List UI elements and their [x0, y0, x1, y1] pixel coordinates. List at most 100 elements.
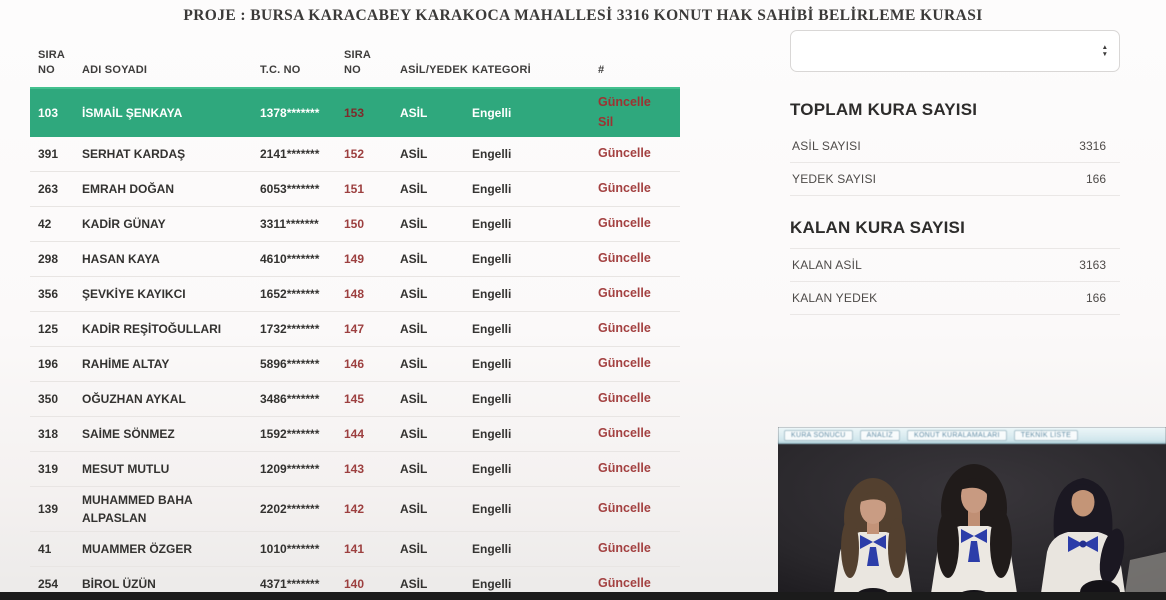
stat-value: 166 [1085, 291, 1106, 305]
cell-asil-yedek: ASİL [400, 541, 428, 556]
cell-adi-soyadi: HASAN KAYA [82, 251, 160, 266]
cell-asil-yedek: ASİL [400, 251, 428, 266]
spinner-up-icon[interactable]: ▲ [1101, 43, 1108, 51]
cell-actions: Güncelle [584, 315, 680, 342]
cell-asil-yedek: ASİL [400, 146, 428, 161]
letterbox-bar [0, 592, 1166, 600]
cell-sira-no: 391 [38, 146, 59, 161]
cell-adi-soyadi: SERHAT KARDAŞ [82, 146, 186, 161]
cell-adi-soyadi: EMRAH DOĞAN [82, 181, 174, 196]
stat-label: KALAN ASİL [792, 258, 863, 272]
guncelle-link[interactable]: Güncelle [598, 356, 651, 370]
video-tab[interactable]: ANALİZ [859, 429, 900, 441]
kalan-kura-heading: KALAN KURA SAYISI [790, 218, 965, 237]
cell-actions: Güncelle [584, 420, 680, 447]
cell-adi-soyadi: BİROL ÜZÜN [82, 576, 156, 591]
sil-link[interactable]: Sil [598, 114, 614, 129]
guncelle-link[interactable]: Güncelle [598, 541, 651, 555]
cell-adi-soyadi: SAİME SÖNMEZ [82, 426, 175, 441]
table-row: 41 MUAMMER ÖZGER 1010******* 141 ASİL En… [30, 532, 680, 567]
cell-kura-sira-no: 148 [344, 286, 365, 301]
cell-kura-sira-no: 141 [344, 541, 365, 556]
stat-row-kalan-yedek: KALAN YEDEK 166 [790, 282, 1120, 315]
guncelle-link[interactable]: Güncelle [598, 286, 651, 300]
video-tab[interactable]: KURA SONUCU [784, 429, 853, 441]
cell-actions: Güncelle [584, 495, 680, 522]
interpreter-figure-right [1040, 478, 1126, 600]
guncelle-link[interactable]: Güncelle [598, 216, 651, 230]
cell-kategori: Engelli [472, 105, 512, 120]
table-row: 350 OĞUZHAN AYKAL 3486******* 145 ASİL E… [30, 382, 680, 417]
table-row: 125 KADİR REŞİTOĞULLARI 1732******* 147 … [30, 312, 680, 347]
cell-kategori: Engelli [472, 501, 512, 516]
cell-asil-yedek: ASİL [400, 181, 428, 196]
guncelle-link[interactable]: Güncelle [598, 426, 651, 440]
cell-actions: Güncelle [584, 280, 680, 307]
guncelle-link[interactable]: Güncelle [598, 461, 651, 475]
cell-kategori: Engelli [472, 216, 512, 231]
video-tab[interactable]: TEKNİK LİSTE [1013, 429, 1079, 441]
cell-tc-no: 1732******* [260, 321, 320, 336]
cell-sira-no: 254 [38, 576, 59, 591]
cell-kura-sira-no: 152 [344, 146, 365, 161]
spinner-arrows[interactable]: ▲ ▼ [1101, 43, 1108, 58]
cell-kura-sira-no: 143 [344, 461, 365, 476]
cell-asil-yedek: ASİL [400, 426, 428, 441]
guncelle-link[interactable]: Güncelle [598, 321, 651, 335]
column-header-asil-yedek: ASİL/YEDEK [400, 63, 469, 76]
cell-asil-yedek: ASİL [400, 105, 428, 120]
cell-asil-yedek: ASİL [400, 216, 428, 231]
kura-number-input[interactable] [790, 30, 1120, 72]
cell-actions: Güncelle [584, 245, 680, 272]
stat-label: KALAN YEDEK [792, 291, 878, 305]
cell-kategori: Engelli [472, 286, 512, 301]
stat-row-asil-sayisi: ASİL SAYISI 3316 [790, 130, 1120, 163]
cell-kategori: Engelli [472, 426, 512, 441]
video-tab[interactable]: KONUT KURALAMALARI [906, 429, 1007, 441]
cell-sira-no: 196 [38, 356, 59, 371]
guncelle-link[interactable]: Güncelle [598, 146, 651, 160]
cell-kategori: Engelli [472, 541, 512, 556]
cell-sira-no: 41 [38, 541, 52, 556]
cell-kategori: Engelli [472, 251, 512, 266]
cell-kura-sira-no: 147 [344, 321, 365, 336]
column-header-adi-soyadi: ADI SOYADI [82, 63, 148, 76]
guncelle-link[interactable]: Güncelle [598, 576, 651, 590]
table-row: 139 MUHAMMED BAHA ALPASLAN 2202******* 1… [30, 487, 680, 532]
spinner-down-icon[interactable]: ▼ [1101, 51, 1108, 58]
guncelle-link[interactable]: Güncelle [598, 95, 651, 110]
cell-sira-no: 319 [38, 461, 59, 476]
table-row: 356 ŞEVKİYE KAYIKCI 1652******* 148 ASİL… [30, 277, 680, 312]
cell-kategori: Engelli [472, 321, 512, 336]
interpreter-figure-left [833, 478, 913, 600]
column-header-tc-no: T.C. NO [260, 63, 301, 76]
guncelle-link[interactable]: Güncelle [598, 501, 651, 515]
kalan-kura-rows: KALAN ASİL 3163 KALAN YEDEK 166 [790, 248, 1120, 315]
interpreter-figure-middle [930, 464, 1018, 600]
guncelle-link[interactable]: Güncelle [598, 251, 651, 265]
cell-kategori: Engelli [472, 146, 512, 161]
cell-actions: Güncelle [584, 210, 680, 237]
cell-tc-no: 3311******* [260, 216, 319, 231]
guncelle-link[interactable]: Güncelle [598, 181, 651, 195]
cell-actions: Güncelle [584, 570, 680, 597]
cell-adi-soyadi: RAHİME ALTAY [82, 356, 170, 371]
cell-sira-no: 103 [38, 105, 59, 120]
cell-adi-soyadi: ŞEVKİYE KAYIKCI [82, 286, 186, 301]
cell-kura-sira-no: 151 [344, 181, 365, 196]
stat-value: 3163 [1079, 258, 1106, 272]
cell-asil-yedek: ASİL [400, 391, 428, 406]
cell-tc-no: 1652******* [260, 286, 320, 301]
results-table-body: 103 İSMAİL ŞENKAYA 1378******* 153 ASİL … [30, 86, 680, 600]
cell-actions: Güncelle [584, 535, 680, 562]
cell-tc-no: 3486******* [260, 391, 320, 406]
cell-tc-no: 1010******* [260, 541, 320, 556]
table-row: 263 EMRAH DOĞAN 6053******* 151 ASİL Eng… [30, 172, 680, 207]
cell-actions: Güncelle [584, 455, 680, 482]
cell-kategori: Engelli [472, 356, 512, 371]
cell-asil-yedek: ASİL [400, 356, 428, 371]
cell-sira-no: 356 [38, 286, 59, 301]
guncelle-link[interactable]: Güncelle [598, 391, 651, 405]
table-row: 103 İSMAİL ŞENKAYA 1378******* 153 ASİL … [30, 86, 680, 137]
